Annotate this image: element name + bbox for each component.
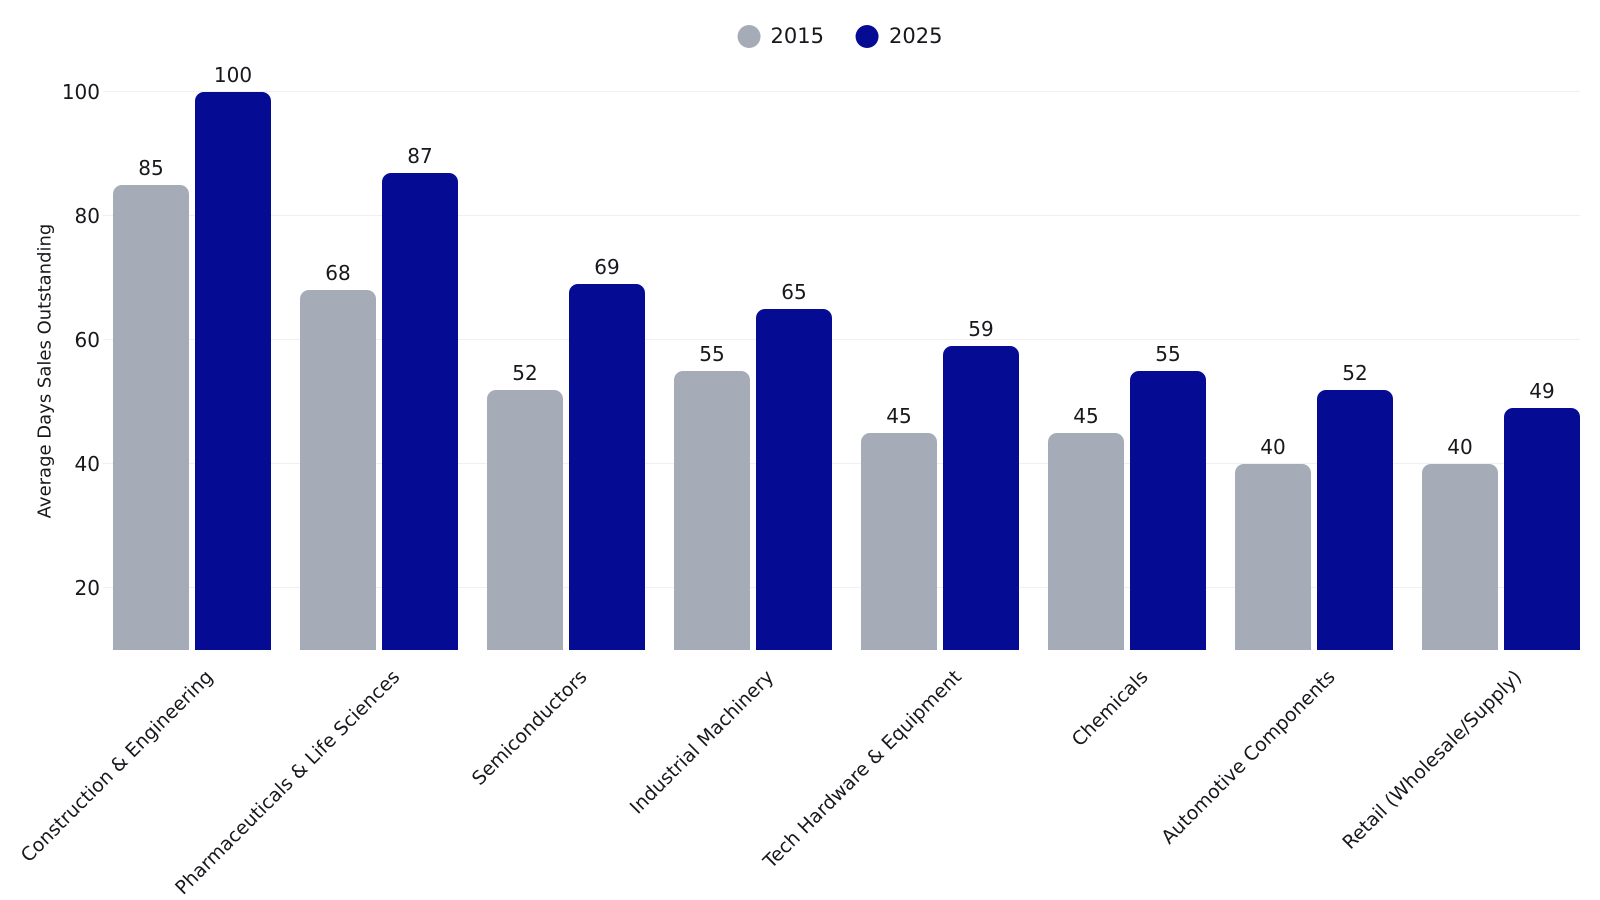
bar-2025: 49 <box>1504 379 1580 650</box>
bar-2015: 55 <box>674 342 750 650</box>
plot-area: 85 100 68 87 52 69 55 65 45 59 45 55 40 52 40 49 <box>113 63 1580 650</box>
bar-2015: 40 <box>1422 435 1498 650</box>
bar-2015: 45 <box>861 404 937 650</box>
bar-2015: 85 <box>113 156 189 650</box>
bar-2025: 69 <box>569 255 645 650</box>
bar-group: 45 55 <box>1048 92 1206 650</box>
bar-group: 52 69 <box>487 92 645 650</box>
x-axis-label: Tech Hardware & Equipment <box>758 666 966 873</box>
bar-2025: 55 <box>1130 342 1206 650</box>
x-axis-label: Semiconductors <box>467 666 592 790</box>
bar-2025: 52 <box>1317 361 1393 650</box>
legend-label-2025: 2025 <box>889 24 943 48</box>
bar-2015: 68 <box>300 261 376 650</box>
x-axis-label: Pharmaceuticals & Life Sciences <box>171 666 405 900</box>
x-axis-label: Construction & Engineering <box>16 666 218 867</box>
bar-2025: 59 <box>943 317 1019 650</box>
bar-value-label: 40 <box>1260 435 1286 459</box>
bar-value-label: 55 <box>699 342 725 366</box>
bar-value-label: 85 <box>138 156 164 180</box>
y-axis-tick-labels: 20 40 60 80 100 <box>0 80 100 650</box>
bar-value-label: 68 <box>325 261 351 285</box>
bar-value-label: 45 <box>886 404 912 428</box>
bar-2015: 52 <box>487 361 563 650</box>
bar-group: 45 59 <box>861 92 1019 650</box>
bar-value-label: 45 <box>1073 404 1099 428</box>
bar-2015: 45 <box>1048 404 1124 650</box>
bar-group: 68 87 <box>300 92 458 650</box>
bar-value-label: 40 <box>1447 435 1473 459</box>
bar-group: 55 65 <box>674 92 832 650</box>
bar-value-label: 69 <box>594 255 620 279</box>
legend-label-2015: 2015 <box>770 24 824 48</box>
y-tick-label: 60 <box>74 328 100 352</box>
x-axis-label: Chemicals <box>1067 666 1153 751</box>
bar-2025: 100 <box>195 63 271 650</box>
legend-swatch-2015-icon <box>737 25 761 48</box>
bar-group: 40 49 <box>1422 92 1580 650</box>
bar-value-label: 49 <box>1529 379 1555 403</box>
y-tick-label: 20 <box>74 576 100 600</box>
x-axis-label: Automotive Components <box>1157 666 1340 849</box>
legend-item-2025[interactable]: 2025 <box>856 25 942 48</box>
bar-value-label: 52 <box>1342 361 1368 385</box>
bar-value-label: 87 <box>407 144 433 168</box>
x-axis-label: Retail (Wholesale/Supply) <box>1338 666 1527 854</box>
bar-value-label: 52 <box>512 361 538 385</box>
y-tick-label: 40 <box>74 452 100 476</box>
bar-value-label: 55 <box>1155 342 1181 366</box>
legend-swatch-2025-icon <box>856 25 879 48</box>
legend-item-2015[interactable]: 2015 <box>737 24 824 48</box>
bar-value-label: 59 <box>968 317 994 341</box>
bar-group: 85 100 <box>113 63 271 650</box>
bar-value-label: 100 <box>213 63 253 87</box>
bar-2025: 65 <box>756 280 832 650</box>
y-tick-label: 80 <box>74 204 100 228</box>
bar-group: 40 52 <box>1235 92 1393 650</box>
bar-value-label: 65 <box>781 280 807 304</box>
legend: 2015 2025 <box>737 24 942 48</box>
y-tick-label: 100 <box>61 80 100 104</box>
bar-2025: 87 <box>382 144 458 650</box>
bar-2015: 40 <box>1235 435 1311 650</box>
x-axis-label: Industrial Machinery <box>625 666 779 819</box>
